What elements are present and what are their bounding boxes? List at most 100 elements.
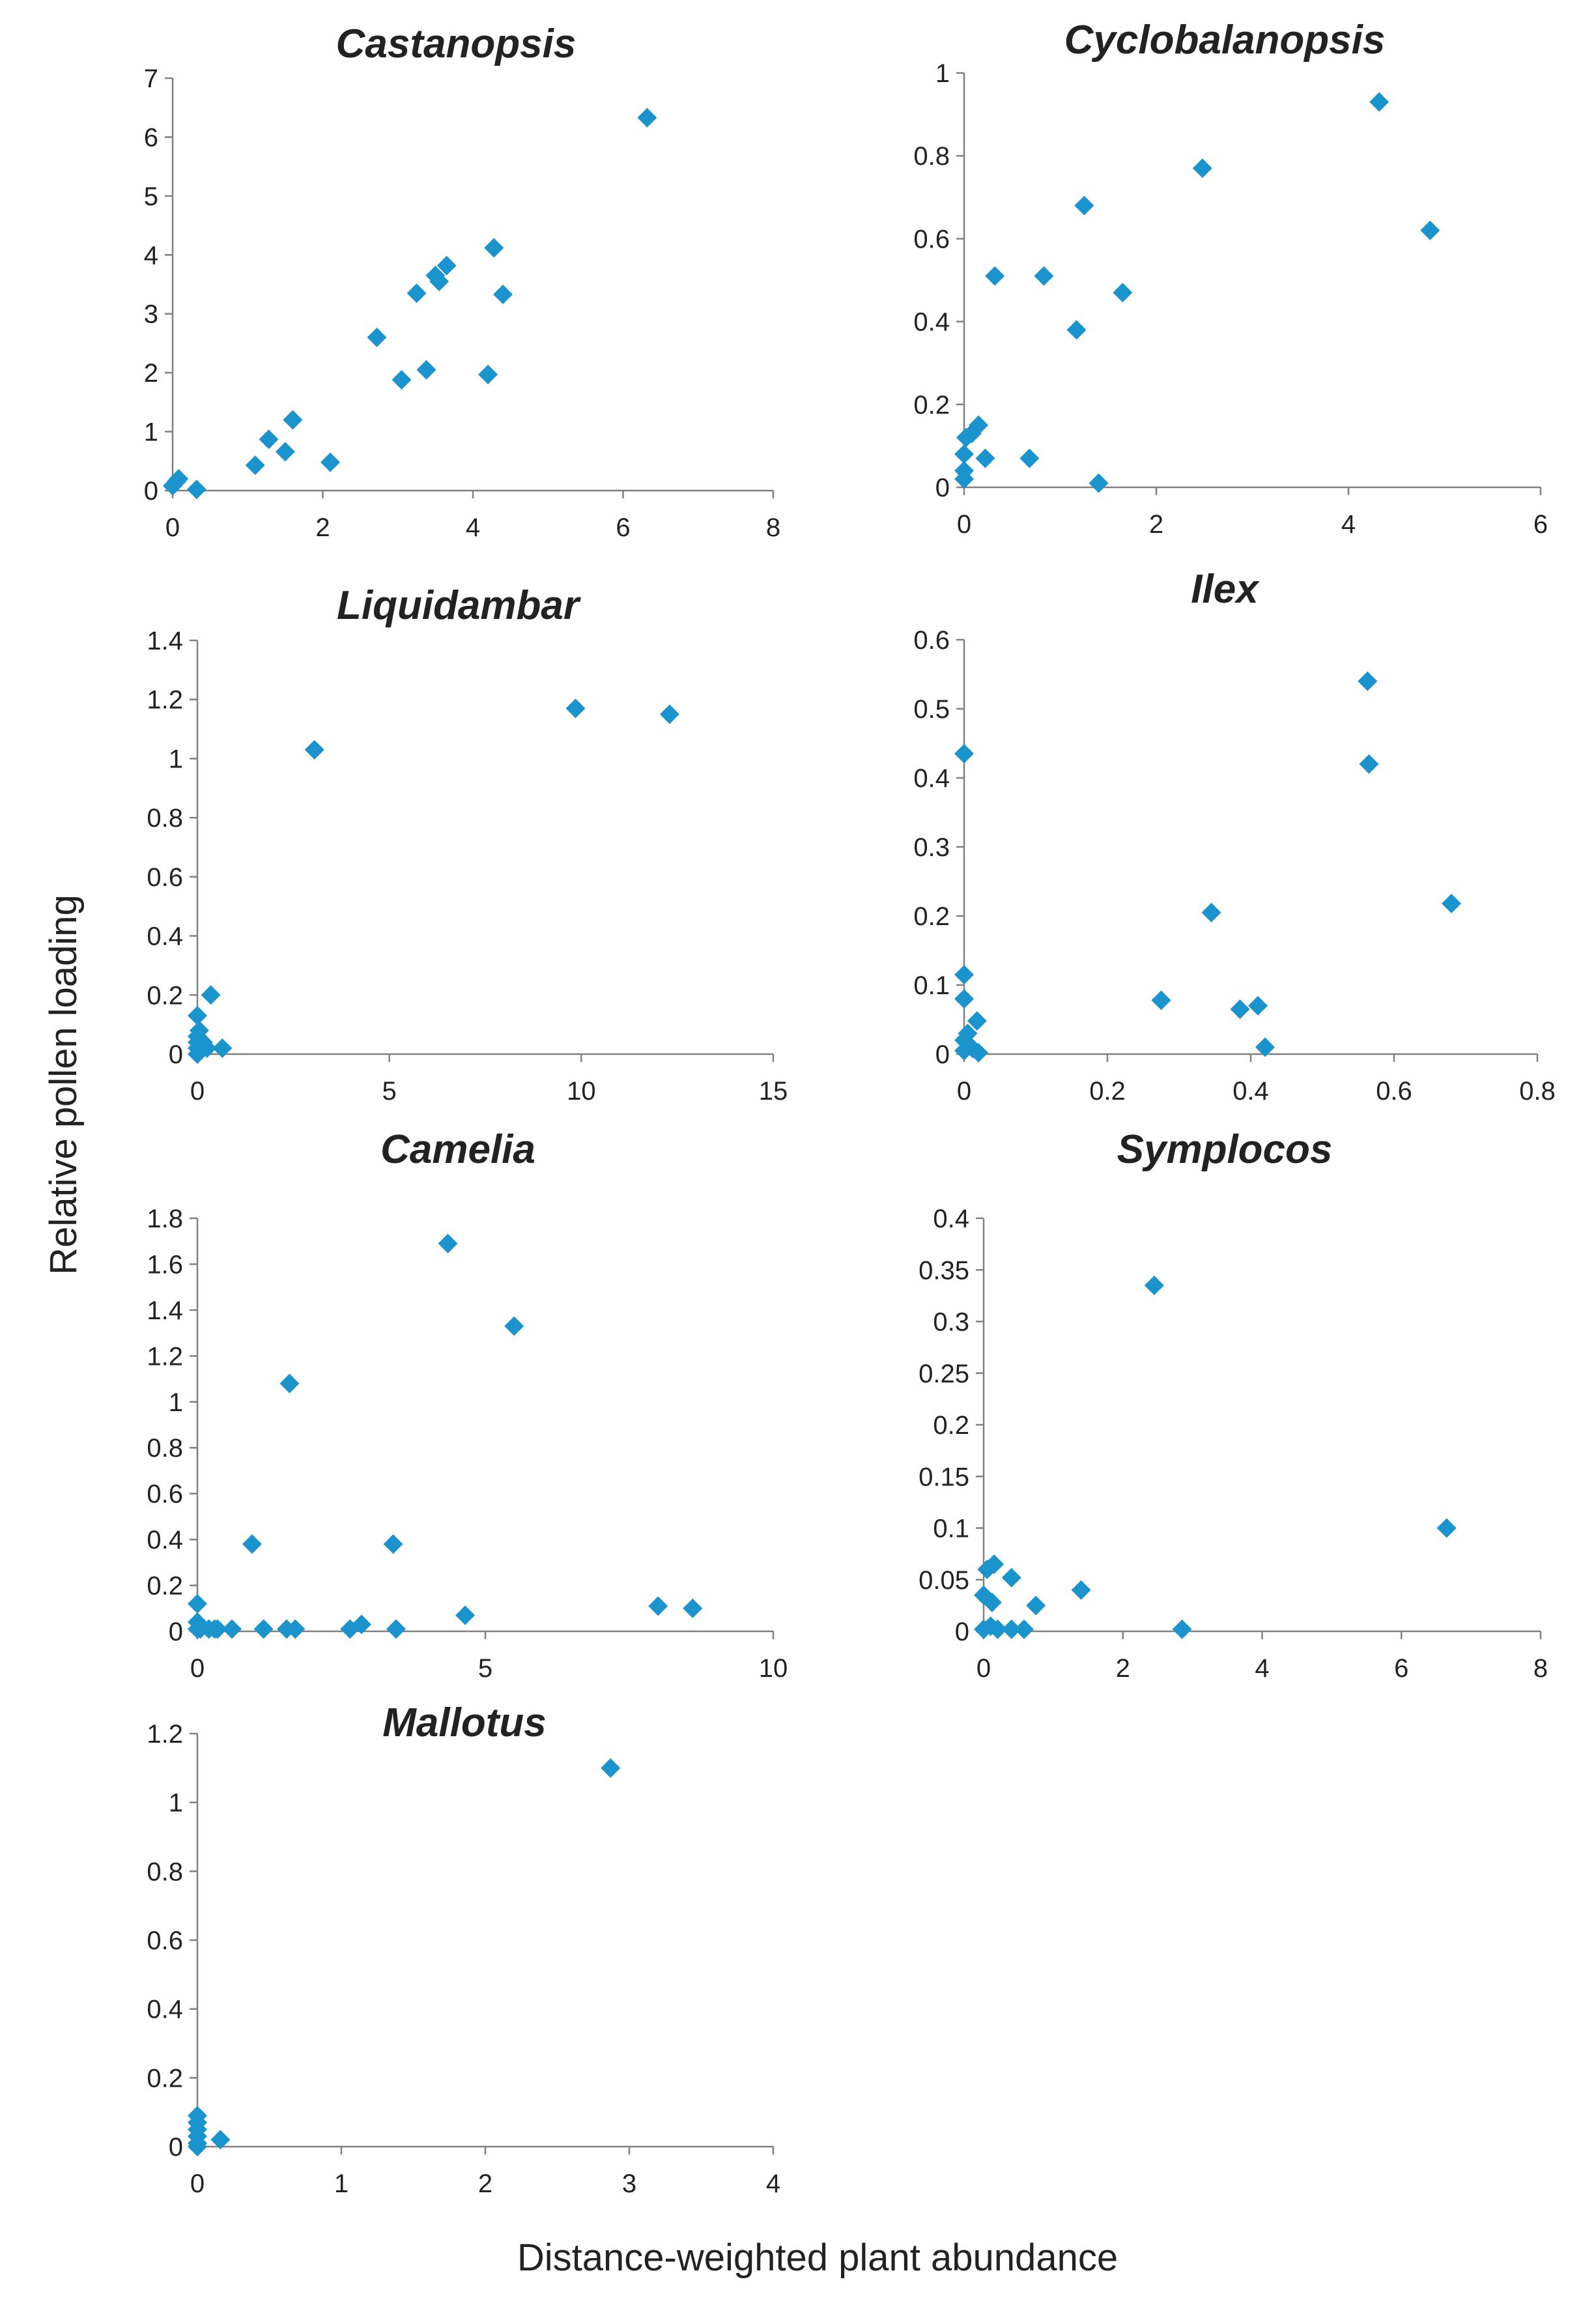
- data-point: [1151, 990, 1171, 1010]
- y-tick-label: 0.2: [147, 981, 183, 1010]
- scatter-panel: Mallotus 0 0.2 0.4 0.6 0.8 1 1.2 0 1 2 3 4: [147, 1700, 780, 2198]
- y-tick-label: 0.8: [147, 1434, 183, 1463]
- panel-title: Ilex: [1191, 567, 1260, 612]
- y-tick-label: 0.1: [933, 1515, 969, 1543]
- y-tick-label: 0.2: [147, 1572, 183, 1601]
- y-tick-label: 0.15: [919, 1463, 969, 1491]
- data-point: [1019, 448, 1040, 468]
- x-tick-label: 0: [957, 510, 971, 539]
- data-point: [1442, 893, 1461, 913]
- y-tick-label: 0: [169, 1040, 183, 1069]
- y-tick-label: 1.2: [147, 1342, 183, 1371]
- y-tick-label: 0: [955, 1618, 969, 1646]
- y-tick-label: 0.8: [913, 142, 950, 171]
- data-point: [207, 1619, 227, 1639]
- y-tick-label: 0.35: [919, 1256, 969, 1285]
- panel-title: Symplocos: [1117, 1127, 1333, 1172]
- data-point: [438, 1233, 458, 1253]
- scatter-panel: Symplocos 0 0.05 0.1 0.15 0.2 0.25 0.3 0.35 0.4 0 2…: [919, 1127, 1548, 1683]
- x-tick-label: 15: [759, 1077, 788, 1106]
- data-point: [188, 1006, 207, 1026]
- y-tick-label: 0.4: [913, 764, 950, 793]
- data-point: [493, 284, 513, 304]
- data-point: [1034, 266, 1054, 286]
- data-point: [188, 1594, 207, 1614]
- y-tick-label: 3: [144, 300, 158, 329]
- y-tick-label: 1: [144, 418, 158, 447]
- data-point: [1359, 754, 1379, 774]
- data-point: [367, 327, 387, 347]
- y-tick-label: 0.3: [933, 1308, 969, 1337]
- x-tick-label: 0: [165, 513, 180, 542]
- x-tick-label: 4: [1341, 510, 1356, 539]
- data-point: [1001, 1567, 1021, 1588]
- y-tick-label: 1.6: [147, 1250, 183, 1279]
- x-tick-label: 4: [466, 513, 480, 542]
- data-point: [637, 107, 657, 128]
- data-point: [212, 1038, 233, 1058]
- data-point: [969, 415, 989, 435]
- y-tick-label: 1: [169, 1388, 183, 1417]
- data-point: [392, 369, 412, 390]
- x-tick-label: 5: [478, 1654, 492, 1683]
- data-point: [1066, 320, 1087, 340]
- data-point: [1358, 671, 1378, 691]
- y-tick-label: 1: [935, 59, 950, 88]
- data-point: [1255, 1037, 1275, 1057]
- y-tick-label: 1.2: [147, 686, 183, 715]
- y-tick-label: 0.6: [147, 1480, 183, 1509]
- panel-title: Cyclobalanopsis: [1064, 18, 1386, 63]
- data-point: [1144, 1276, 1164, 1296]
- data-point: [1014, 1619, 1034, 1639]
- y-tick-label: 0.2: [933, 1411, 969, 1440]
- x-tick-label: 5: [382, 1077, 397, 1106]
- data-point: [1113, 283, 1133, 303]
- data-point: [967, 1011, 987, 1031]
- x-tick-label: 0: [976, 1654, 991, 1683]
- scatter-panel: Castanopsis 0 1 2 3 4 5 6 7 0 2 4 6 8: [144, 21, 780, 542]
- data-point: [1230, 999, 1250, 1020]
- y-tick-label: 0.6: [147, 863, 183, 892]
- y-tick-label: 0: [169, 2133, 183, 2162]
- data-point: [504, 1316, 524, 1336]
- x-tick-label: 6: [1394, 1654, 1408, 1683]
- data-point: [478, 364, 498, 384]
- x-tick-label: 0: [190, 2169, 205, 2198]
- data-point: [648, 1596, 668, 1616]
- data-point: [982, 1592, 1002, 1612]
- x-tick-label: 3: [622, 2169, 636, 2198]
- data-point: [304, 739, 324, 760]
- data-point: [1248, 995, 1268, 1016]
- data-point: [954, 965, 974, 985]
- data-point: [279, 1373, 300, 1394]
- y-tick-label: 1: [169, 1789, 183, 1818]
- data-point: [969, 1042, 988, 1063]
- data-point: [222, 1619, 242, 1639]
- y-tick-label: 1.4: [147, 1296, 183, 1325]
- x-tick-label: 4: [1255, 1654, 1269, 1683]
- scatter-panel: Cyclobalanopsis 0 0.2 0.4 0.6 0.8 1 0 2 4 6: [913, 18, 1548, 539]
- data-point: [275, 442, 295, 462]
- data-point: [429, 271, 449, 291]
- y-tick-label: 0.5: [913, 695, 950, 724]
- scatter-panel: Liquidambar 0 0.2 0.4 0.6 0.8 1 1.2 1.4 0 5 10 15: [147, 583, 788, 1106]
- data-point: [484, 238, 504, 258]
- data-point: [988, 1619, 1008, 1639]
- y-tick-label: 0.4: [147, 1995, 183, 2024]
- x-tick-label: 6: [1533, 510, 1548, 539]
- panel-title: Liquidambar: [337, 583, 581, 628]
- x-tick-label: 10: [759, 1654, 788, 1683]
- data-point: [455, 1605, 476, 1625]
- x-tick-label: 0: [190, 1654, 205, 1683]
- data-point: [283, 410, 303, 430]
- y-tick-label: 7: [144, 64, 158, 93]
- data-point: [683, 1598, 703, 1618]
- data-point: [1436, 1518, 1457, 1538]
- x-tick-label: 10: [567, 1077, 596, 1106]
- data-point: [416, 360, 436, 380]
- y-tick-label: 0.4: [913, 308, 950, 337]
- data-point: [186, 479, 207, 500]
- y-tick-label: 6: [144, 123, 158, 152]
- data-point: [954, 461, 974, 481]
- x-axis-title: Distance-weighted plant abundance: [517, 2237, 1118, 2279]
